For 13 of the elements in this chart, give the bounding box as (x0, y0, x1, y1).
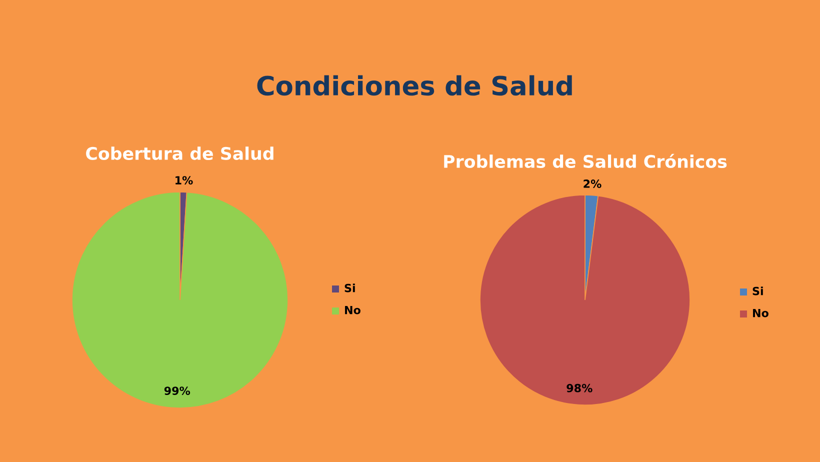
legend-label: Si (344, 284, 355, 292)
chart-title: Problemas de Salud Crónicos (444, 154, 727, 168)
legend-label: Si (752, 286, 763, 296)
data-label: 2% (584, 180, 602, 188)
legend-label: No (753, 308, 768, 318)
data-label: 1% (176, 176, 193, 184)
data-label: 99% (164, 386, 190, 395)
text: Condiciones de Salud (257, 75, 572, 96)
data-label: 98% (566, 384, 592, 392)
pie-slice (72, 192, 288, 408)
chart-title: Cobertura de Salud (86, 146, 274, 160)
pie-slice (480, 194, 690, 406)
legend-label: No (345, 306, 360, 314)
